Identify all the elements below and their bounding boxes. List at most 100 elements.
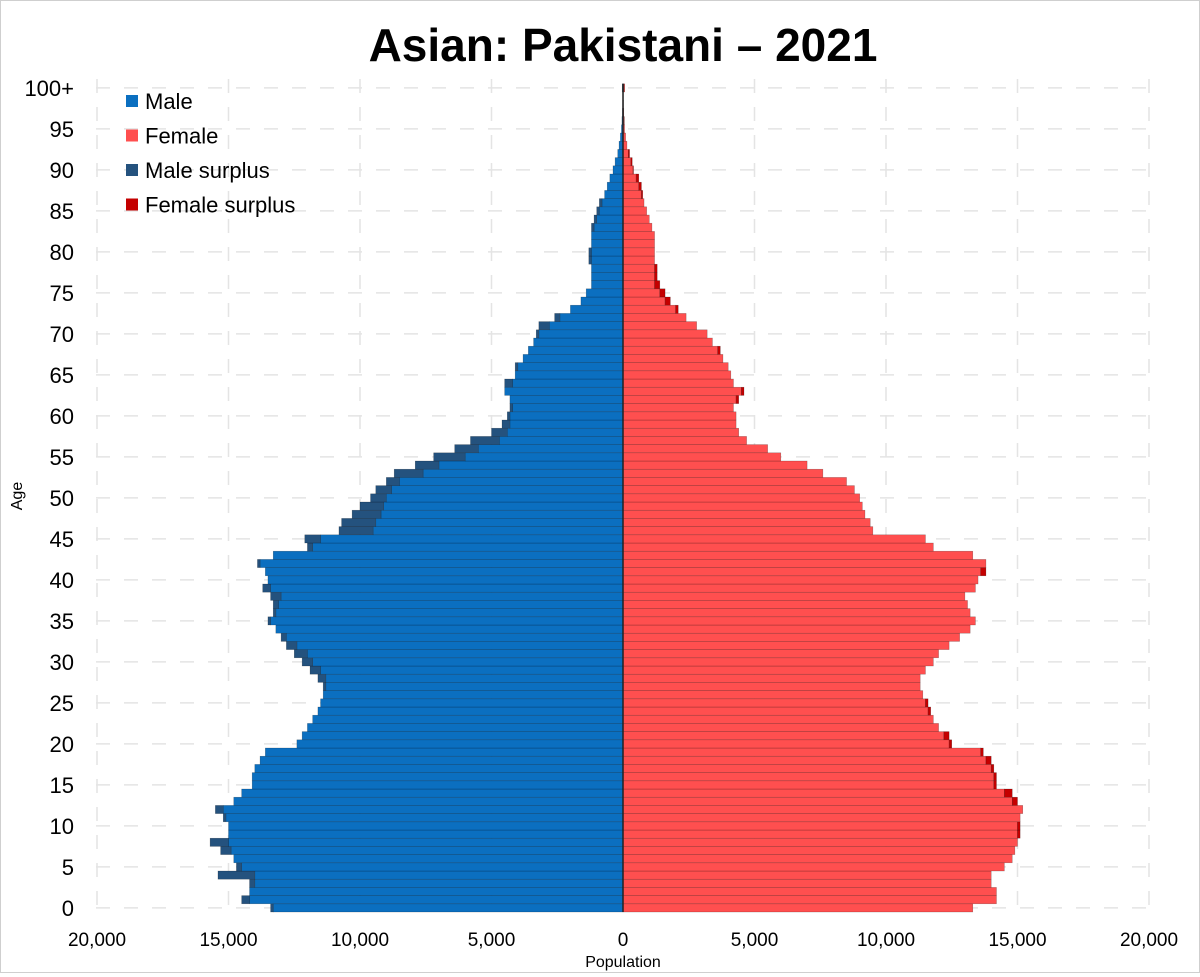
female-surplus-bar-91 — [631, 158, 632, 166]
female-bar-55 — [623, 453, 781, 461]
male-bar-40 — [268, 576, 623, 584]
male-bar-10 — [229, 822, 624, 830]
male-surplus-bar-60 — [507, 412, 510, 420]
female-bar-33 — [623, 633, 960, 641]
legend-swatch — [126, 199, 138, 211]
male-surplus-bar-33 — [281, 633, 286, 641]
female-surplus-bar-73 — [676, 305, 679, 313]
male-surplus-bar-42 — [257, 559, 260, 567]
male-bar-43 — [273, 551, 623, 559]
male-bar-60 — [510, 412, 623, 420]
male-surplus-bar-31 — [294, 650, 307, 658]
female-bar-82 — [623, 231, 655, 239]
male-bar-92 — [618, 149, 623, 157]
male-surplus-bar-79 — [589, 256, 592, 264]
female-bar-61 — [623, 404, 733, 412]
male-bar-52 — [399, 477, 623, 485]
female-bar-59 — [623, 420, 736, 428]
female-surplus-bar-17 — [991, 764, 994, 772]
female-bar-66 — [623, 363, 728, 371]
female-bar-1 — [623, 896, 996, 904]
male-surplus-bar-72 — [555, 313, 560, 321]
male-surplus-bar-1 — [242, 896, 250, 904]
y-tick-label: 85 — [50, 199, 74, 224]
female-bar-19 — [623, 748, 981, 756]
female-bar-14 — [623, 789, 1004, 797]
male-surplus-bar-46 — [339, 527, 373, 535]
male-bar-69 — [534, 338, 623, 346]
legend-label: Male — [145, 89, 193, 114]
male-surplus-bar-80 — [589, 248, 592, 256]
y-tick-label: 90 — [50, 158, 74, 183]
y-tick-label: 20 — [50, 732, 74, 757]
male-bar-27 — [326, 682, 623, 690]
chart-title: Asian: Pakistani – 2021 — [369, 19, 878, 71]
female-bar-31 — [623, 650, 939, 658]
male-bar-48 — [381, 510, 623, 518]
y-tick-label: 55 — [50, 445, 74, 470]
female-bar-87 — [623, 190, 641, 198]
male-bar-35 — [271, 617, 623, 625]
male-bar-79 — [591, 256, 623, 264]
legend-label: Male surplus — [145, 158, 270, 183]
male-bar-37 — [278, 600, 623, 608]
male-surplus-bar-38 — [271, 592, 282, 600]
male-bar-63 — [505, 387, 623, 395]
y-tick-label: 0 — [62, 896, 74, 921]
female-bar-64 — [623, 379, 733, 387]
y-tick-label: 30 — [50, 650, 74, 675]
male-surplus-bar-29 — [310, 666, 321, 674]
male-surplus-bar-52 — [386, 477, 399, 485]
female-surplus-bar-62 — [736, 395, 739, 403]
female-bar-73 — [623, 305, 676, 313]
male-surplus-bar-5 — [236, 863, 241, 871]
female-bar-50 — [623, 494, 860, 502]
female-surplus-bar-68 — [718, 346, 721, 354]
female-bar-71 — [623, 322, 697, 330]
female-bar-75 — [623, 289, 660, 297]
male-surplus-bar-51 — [376, 486, 392, 494]
male-surplus-bar-71 — [539, 322, 550, 330]
male-surplus-bar-36 — [273, 609, 276, 617]
female-bar-84 — [623, 215, 649, 223]
female-bar-47 — [623, 518, 870, 526]
male-surplus-bar-27 — [323, 682, 326, 690]
male-bar-84 — [597, 215, 623, 223]
y-tick-label: 5 — [62, 855, 74, 880]
female-bar-20 — [623, 740, 949, 748]
male-surplus-bar-61 — [510, 404, 513, 412]
female-surplus-bar-10 — [1018, 822, 1021, 830]
male-bar-58 — [507, 428, 623, 436]
male-bar-1 — [250, 896, 623, 904]
male-bar-85 — [599, 207, 623, 215]
male-surplus-bar-45 — [305, 535, 321, 543]
female-bar-86 — [623, 199, 644, 207]
female-bar-21 — [623, 732, 944, 740]
y-tick-label: 95 — [50, 117, 74, 142]
male-bar-14 — [242, 789, 623, 797]
male-bar-61 — [513, 404, 623, 412]
female-surplus-bar-89 — [636, 174, 639, 182]
male-surplus-bar-12 — [215, 805, 223, 813]
female-bar-18 — [623, 756, 986, 764]
male-bar-46 — [373, 527, 623, 535]
y-tick-label: 45 — [50, 527, 74, 552]
y-tick-label: 100+ — [24, 76, 74, 101]
male-surplus-bar-30 — [302, 658, 313, 666]
female-bar-58 — [623, 428, 739, 436]
female-surplus-bar-92 — [628, 149, 629, 157]
female-bar-67 — [623, 354, 723, 362]
male-bar-47 — [376, 518, 623, 526]
y-tick-labels: 0510152025303540455055606570758085909510… — [24, 76, 74, 921]
female-bar-43 — [623, 551, 973, 559]
female-bar-80 — [623, 248, 655, 256]
male-bar-53 — [423, 469, 623, 477]
male-bar-12 — [223, 805, 623, 813]
female-bar-2 — [623, 887, 996, 895]
female-surplus-bar-15 — [994, 781, 997, 789]
male-bar-64 — [513, 379, 623, 387]
male-surplus-bar-35 — [268, 617, 271, 625]
female-bar-89 — [623, 174, 636, 182]
male-bar-8 — [229, 838, 624, 846]
